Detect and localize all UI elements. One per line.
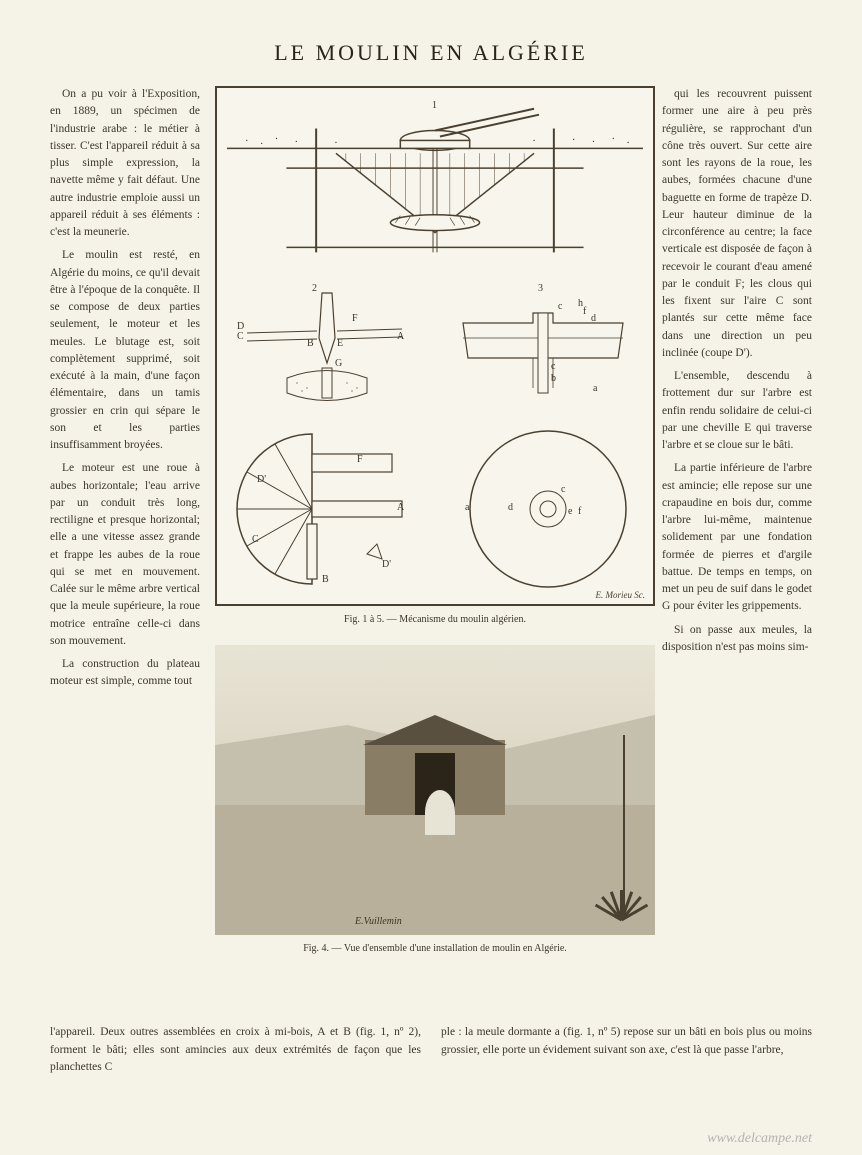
- paragraph: La partie inférieure de l'arbre est amin…: [662, 460, 812, 615]
- center-figures: 1: [215, 86, 655, 954]
- watermark-text: www.delcampe.net: [707, 1131, 812, 1147]
- diagram-label: A: [397, 502, 404, 513]
- bottom-left-text: l'appareil. Deux outres assemblées en cr…: [50, 1024, 421, 1076]
- left-column: On a pu voir à l'Exposition, en 1889, un…: [50, 86, 200, 697]
- paragraph: La construction du plateau moteur est si…: [50, 656, 200, 691]
- diagram-label: C: [237, 331, 244, 342]
- bottom-right-text: ple : la meule dormante a (fig. 1, nº 5)…: [441, 1024, 812, 1076]
- figure-1-diagram: 1: [215, 86, 655, 606]
- diagram-label: B: [307, 338, 314, 349]
- diagram-section-4: F D' C A B D': [227, 424, 427, 594]
- document-page: LE MOULIN EN ALGÉRIE On a pu voir à l'Ex…: [0, 0, 862, 1155]
- diagram-label: E: [337, 338, 343, 349]
- agave-plant: [595, 880, 645, 920]
- diagram-label: f: [583, 306, 586, 317]
- millstone-plan-icon: [453, 424, 643, 594]
- shaft-detail-icon: [227, 283, 427, 413]
- diagram-label: f: [578, 506, 581, 517]
- diagram-label: c: [561, 484, 565, 495]
- figure-1-caption: Fig. 1 à 5. — Mécanisme du moulin algéri…: [215, 614, 655, 625]
- paragraph: qui les recouvrent puissent former une a…: [662, 86, 812, 362]
- diagram-section-3: 3 c h f d c b a: [443, 283, 643, 413]
- diagram-section-2: 2 D C F A B E G: [227, 283, 427, 413]
- millstone-section-icon: [443, 283, 643, 413]
- paragraph: Si on passe aux meules, la disposition n…: [662, 622, 812, 657]
- seated-figure: [425, 790, 455, 835]
- bottom-text-row: l'appareil. Deux outres assemblées en cr…: [50, 1024, 812, 1076]
- illustrator-signature: E.Vuillemin: [355, 916, 402, 927]
- figure-2-caption: Fig. 4. — Vue d'ensemble d'une installat…: [215, 943, 655, 954]
- diagram-label: F: [357, 454, 363, 465]
- hut-roof: [355, 715, 515, 745]
- content-wrapper: On a pu voir à l'Exposition, en 1889, un…: [50, 86, 812, 1076]
- diagram-label: F: [352, 313, 358, 324]
- diagram-label: D': [382, 559, 391, 570]
- diagram-label: 2: [312, 283, 317, 294]
- diagram-label: 3: [538, 283, 543, 294]
- paragraph: On a pu voir à l'Exposition, en 1889, un…: [50, 86, 200, 241]
- diagram-label: D': [257, 474, 266, 485]
- paragraph: Le moteur est une roue à aubes horizonta…: [50, 460, 200, 650]
- diagram-label: a: [465, 502, 469, 513]
- right-column: qui les recouvrent puissent former une a…: [662, 86, 812, 662]
- diagram-label: b: [551, 373, 556, 384]
- diagram-label: d: [508, 502, 513, 513]
- diagram-section-1: 1: [227, 98, 643, 273]
- diagram-section-5: a d c e f: [453, 424, 643, 594]
- diagram-label: G: [335, 358, 342, 369]
- diagram-label: B: [322, 574, 329, 585]
- diagram-label: c: [551, 361, 555, 372]
- diagram-label: 1: [432, 100, 437, 111]
- figure-2-illustration: E.Vuillemin: [215, 645, 655, 935]
- diagram-label: C: [252, 534, 259, 545]
- article-title: LE MOULIN EN ALGÉRIE: [50, 40, 812, 66]
- diagram-label: c: [558, 301, 562, 312]
- paragraph: L'ensemble, descendu à frottement dur su…: [662, 368, 812, 454]
- diagram-label: e: [568, 506, 572, 517]
- diagram-label: a: [593, 383, 597, 394]
- diagram-label: d: [591, 313, 596, 324]
- paragraph: Le moulin est resté, en Algérie du moins…: [50, 247, 200, 454]
- engraver-signature: E. Morieu Sc.: [596, 590, 646, 600]
- mill-cross-section-icon: [227, 98, 643, 273]
- diagram-label: A: [397, 331, 404, 342]
